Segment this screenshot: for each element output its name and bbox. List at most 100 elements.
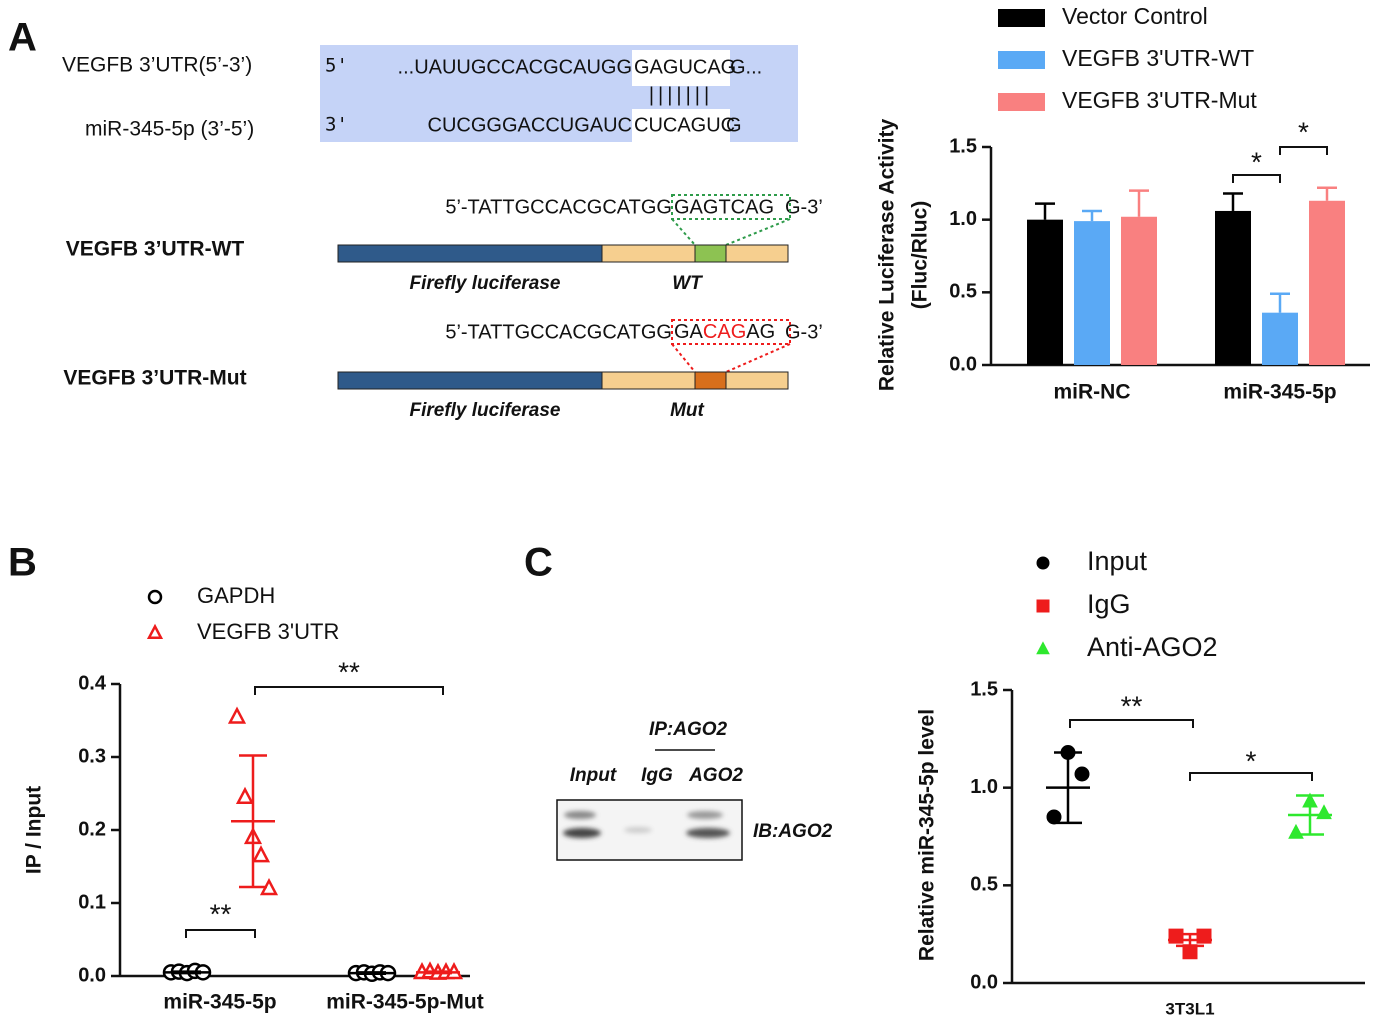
- blot-label: IB:AGO2: [753, 821, 833, 842]
- data-point: [1288, 823, 1304, 839]
- seq-part: AG: [746, 321, 775, 343]
- lane-label: IgG: [641, 765, 673, 786]
- sequence: 5’-TATTGCCACGCATGG: [445, 321, 672, 343]
- region-label: WT: [672, 273, 703, 294]
- legend-label: Vector Control: [1062, 3, 1208, 29]
- significance-bracket: [1189, 772, 1313, 781]
- legend-marker: [146, 623, 164, 640]
- significance-bracket: [1232, 174, 1281, 183]
- y-tick-label: 1.0: [970, 776, 998, 798]
- legend-swatch: [998, 93, 1045, 111]
- bar: [1262, 312, 1298, 365]
- y-axis-label: Relative Luciferase Activity: [876, 119, 899, 392]
- legend-swatch: [998, 9, 1045, 27]
- sequence: G-3’: [785, 196, 823, 218]
- x-tick-label: miR-345-5p: [1223, 381, 1336, 404]
- panel-label: C: [524, 541, 553, 585]
- site-box: [671, 319, 791, 345]
- y-tick-label: 0.3: [78, 745, 106, 767]
- y-tick-label: 0.0: [970, 971, 998, 993]
- sequence-site: GACAGAG: [674, 321, 775, 343]
- y-axis-label: Relative miR-345-5p level: [916, 709, 939, 961]
- data-point: [251, 845, 271, 863]
- mir-label: miR-345-5p (3’-5’): [85, 118, 254, 141]
- significance-bracket: [1069, 719, 1194, 728]
- legend-label: Input: [1087, 546, 1148, 576]
- legend-swatch: [998, 51, 1045, 69]
- lane-label: AGO2: [688, 765, 743, 786]
- y-tick-label: 0.0: [78, 964, 106, 986]
- pairing: |||||||: [649, 84, 713, 106]
- y-tick-label: 1.5: [949, 135, 977, 157]
- site-highlight: [632, 109, 730, 143]
- region-label: Mut: [670, 400, 704, 421]
- lane-label: Input: [570, 765, 617, 786]
- legend-marker: [147, 589, 163, 605]
- site-box: [671, 194, 791, 220]
- seq-mutation: CAG: [703, 321, 746, 343]
- legend-label: Anti-AGO2: [1087, 632, 1218, 662]
- connector: [671, 218, 696, 246]
- band: [686, 828, 730, 838]
- utr-label: VEGFB 3’UTR(5’-3’): [62, 54, 252, 77]
- band: [687, 811, 723, 819]
- x-tick-label: miR-345-5p-Mut: [326, 991, 484, 1014]
- legend-label: VEGFB 3'UTR-Mut: [1062, 87, 1257, 113]
- legend-marker: [1036, 641, 1050, 655]
- significance-bracket: [1279, 146, 1328, 155]
- sequence: G-3’: [785, 321, 823, 343]
- connector: [671, 343, 696, 373]
- luciferase-region: [337, 244, 603, 263]
- bar: [1121, 216, 1157, 365]
- significance-label: *: [1251, 146, 1262, 177]
- sequence-site: GAGTCAG: [674, 196, 774, 218]
- blot-bands: [563, 811, 730, 838]
- region-label: Firefly luciferase: [409, 400, 560, 421]
- sequence: CUCGGGACCUGAUC: [428, 114, 632, 136]
- site-region: [694, 371, 727, 390]
- sequence: 5’-TATTGCCACGCATGG: [445, 196, 672, 218]
- sequence: G: [726, 114, 742, 136]
- y-tick-label: 0.5: [970, 874, 998, 896]
- bar: [1027, 219, 1063, 365]
- data-point: [1074, 766, 1090, 782]
- region-label: Firefly luciferase: [409, 273, 560, 294]
- y-axis-label: IP / Input: [23, 786, 46, 874]
- band: [564, 811, 596, 819]
- x-tick-label: 3T3L1: [1165, 999, 1214, 1018]
- bar: [1215, 210, 1251, 365]
- panel-label: B: [8, 541, 37, 585]
- x-tick-label: miR-345-5p: [163, 991, 276, 1014]
- seq-part: GA: [674, 321, 704, 343]
- y-tick-label: 0.1: [78, 891, 106, 913]
- y-axis-label: (Fluc/Rluc): [909, 201, 932, 310]
- band: [563, 828, 601, 838]
- y-tick-label: 0.2: [78, 818, 106, 840]
- site-region: [694, 244, 727, 263]
- significance-label: **: [210, 898, 232, 929]
- end-label: 5': [325, 55, 348, 77]
- site-highlight: [632, 50, 730, 86]
- blot-label: IP:AGO2: [649, 719, 728, 740]
- panel-label: A: [8, 16, 37, 60]
- band: [624, 827, 652, 833]
- legend-label: GAPDH: [197, 583, 275, 608]
- y-tick-label: 0.0: [949, 353, 977, 375]
- construct-label: VEGFB 3’UTR-WT: [66, 238, 245, 261]
- sequence-site: CUCAGUC: [634, 114, 735, 136]
- sequence-site: GAGUCAG: [634, 56, 736, 78]
- significance-label: **: [1121, 690, 1143, 721]
- sequence: ...UAUUGCCACGCAUGG: [398, 56, 632, 78]
- legend-marker: [1036, 556, 1050, 570]
- legend-label: VEGFB 3'UTR: [197, 619, 339, 644]
- bar: [1074, 221, 1110, 365]
- sequence: G...: [730, 56, 762, 78]
- y-tick-label: 0.5: [949, 281, 977, 303]
- connector: [725, 218, 791, 246]
- construct-label: VEGFB 3’UTR-Mut: [63, 367, 246, 390]
- legend-marker: [1036, 599, 1050, 613]
- significance-bracket: [254, 686, 444, 695]
- end-label: 3': [325, 114, 348, 136]
- significance-label: *: [1246, 745, 1257, 776]
